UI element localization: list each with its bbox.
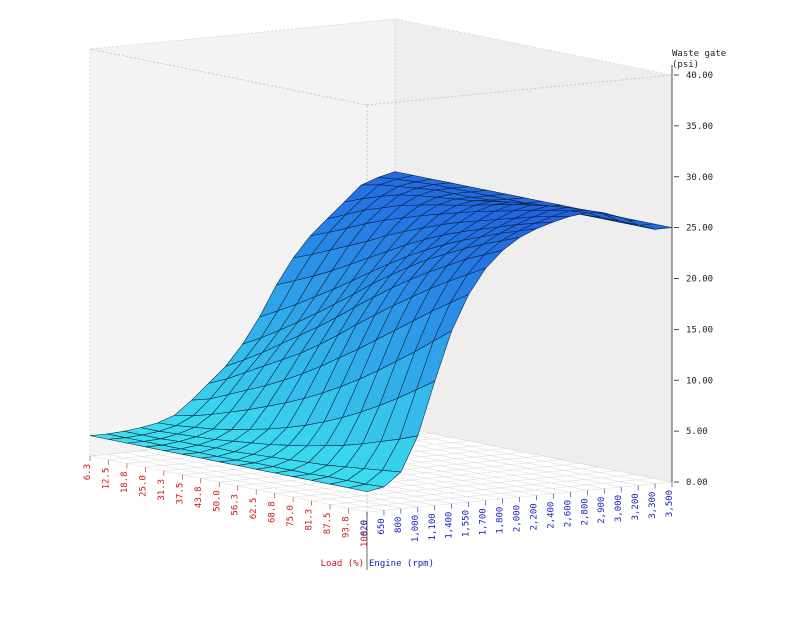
rpm-tick-label: 2,600 (563, 500, 573, 527)
z-axis-label-line1: Waste gate (672, 49, 726, 59)
z-tick-label: 0.00 (686, 478, 708, 488)
load-tick-label: 68.8 (268, 501, 278, 523)
z-tick-label: 25.00 (686, 224, 713, 234)
rpm-axis-label: Engine (rpm) (369, 559, 434, 569)
rpm-tick-label: 2,200 (529, 503, 539, 530)
load-tick-label: 62.5 (249, 498, 259, 520)
rpm-tick-label: 3,200 (631, 493, 641, 520)
top-edge-right (366, 74, 673, 106)
z-axis-label-line2: (psi) (672, 60, 699, 70)
load-tick-label: 25.0 (138, 475, 148, 497)
load-tick-label: 12.5 (101, 468, 111, 490)
rpm-tick-label: 2,800 (580, 498, 590, 525)
load-tick-label: 43.8 (194, 486, 204, 508)
z-tick-label: 20.00 (686, 275, 713, 285)
z-tick-label: 35.00 (686, 122, 713, 132)
rpm-tick-label: 800 (394, 517, 404, 533)
rpm-tick-label: 1,000 (411, 515, 421, 542)
rpm-tick-label: 2,400 (546, 502, 556, 529)
load-tick-label: 31.3 (157, 479, 167, 501)
rpm-tick-label: 3,000 (614, 495, 624, 522)
rpm-tick-label: 1,800 (496, 507, 506, 534)
floor-grid-line (140, 450, 418, 508)
floor-grid-line (89, 455, 368, 513)
axis-labels: Load (%) Engine (rpm) (321, 559, 434, 569)
rpm-axis-ticks: 620 650 800 1,000 1,100 1,400 1,550 1,700 1,800 2… (360, 482, 675, 570)
surface-cell (348, 483, 385, 492)
load-tick-label: 75.0 (286, 505, 296, 527)
load-tick-label: 81.3 (305, 509, 315, 531)
rpm-tick-label: 2,000 (513, 505, 523, 532)
load-tick-label: 87.5 (323, 513, 333, 535)
z-tick-label: 10.00 (686, 376, 713, 386)
load-tick-label: 6.3 (83, 464, 93, 480)
z-tick-label: 30.00 (686, 173, 713, 183)
top-edge-left (89, 48, 368, 106)
floor-grid-line (123, 452, 401, 509)
z-tick-label: 15.00 (686, 325, 713, 335)
floor-grid-line (378, 427, 656, 484)
z-tick-label: 40.00 (686, 71, 713, 81)
rpm-tick-label: 3,300 (648, 492, 658, 519)
load-tick-label: 37.5 (175, 483, 185, 505)
rpm-tick-label: 1,550 (462, 510, 472, 537)
z-tick-label: 5.00 (686, 427, 708, 437)
rpm-tick-label: 2,900 (597, 497, 607, 524)
load-tick-label: 18.8 (120, 471, 130, 493)
floor-grid-line (394, 425, 673, 483)
z-axis: Waste gate (psi) 40.00 35.00 30.00 25.00 20.… (671, 49, 726, 488)
rpm-tick-label: 650 (377, 518, 387, 534)
chart-walls (89, 18, 673, 512)
rpm-tick-label: 1,700 (479, 508, 489, 535)
load-tick-label: 100.0 (360, 520, 370, 547)
load-axis-label: Load (%) (321, 559, 364, 569)
rpm-tick-label: 1,400 (445, 512, 455, 539)
load-axis-ticks: 6.3 12.5 18.8 25.0 31.3 37.5 43.8 50.0 56.3 62.5 6… (83, 456, 370, 547)
surface-mesh (89, 171, 673, 492)
rpm-tick-label: 1,100 (428, 513, 438, 540)
rpm-tick-label: 3,500 (665, 490, 675, 517)
load-tick-label: 56.3 (231, 494, 241, 516)
floor-grid-line (106, 454, 384, 511)
rpm-tick-label: 620 (360, 520, 370, 536)
load-tick-label: 93.8 (342, 516, 352, 538)
load-tick-label: 50.0 (212, 490, 222, 512)
